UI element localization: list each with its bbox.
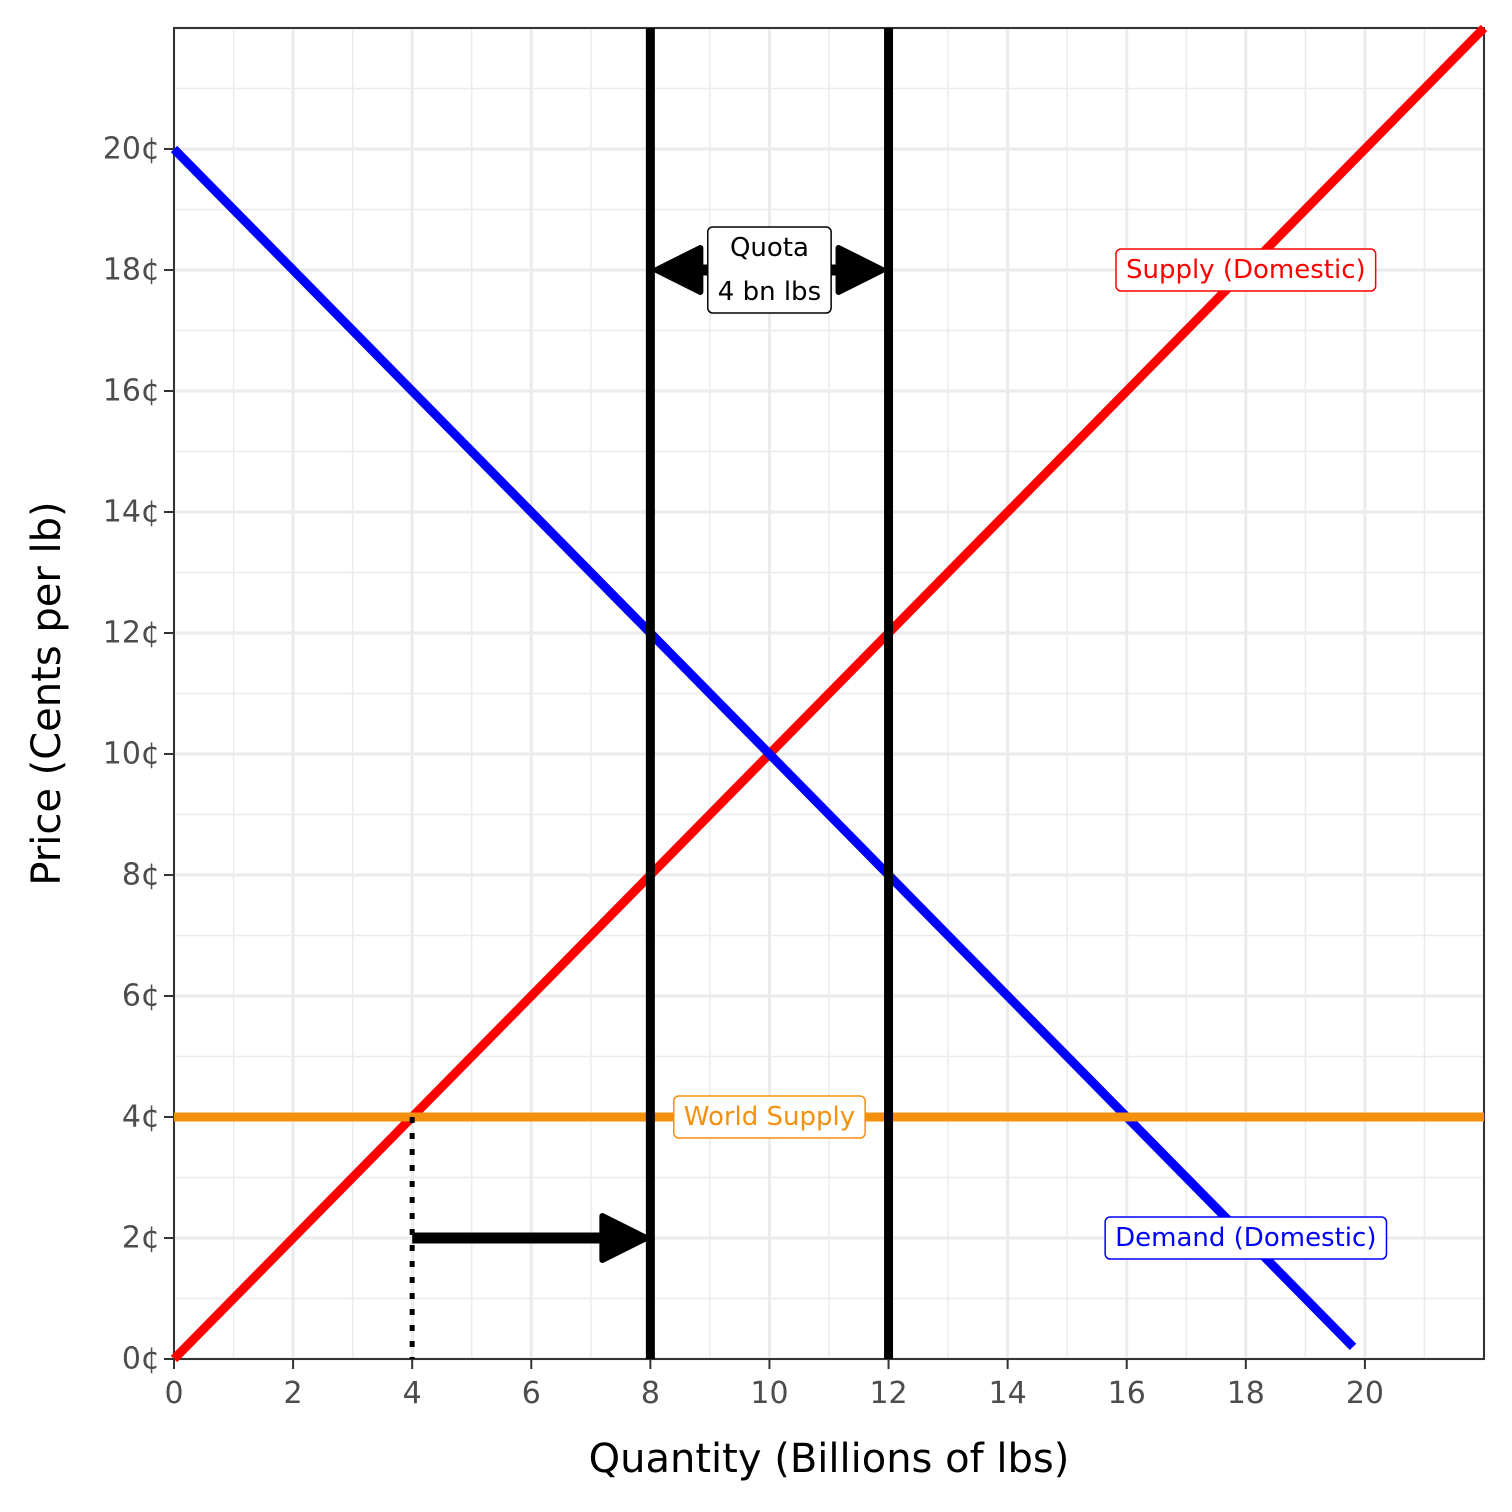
annotation-box bbox=[1115, 248, 1377, 292]
axes: 0 2 4 6 8 10 12 14 16 18 20 0¢ 2¢ 4¢ 6¢ 8¢ 10¢ 12¢ 14¢ 16¢ 1… bbox=[103, 132, 1384, 1412]
import-shift-arrowhead bbox=[599, 1213, 650, 1263]
annotation-label-1: Demand (Domestic) bbox=[1104, 1216, 1388, 1260]
annotation-text: 4 bn lbs bbox=[718, 277, 821, 307]
y-tick-label: 4¢ bbox=[122, 1100, 160, 1135]
x-tick-label: 14 bbox=[989, 1376, 1027, 1411]
x-tick-label: 2 bbox=[284, 1376, 303, 1411]
quota-arrowhead-right bbox=[835, 245, 886, 295]
x-axis-title: Quantity (Billions of lbs) bbox=[589, 1436, 1070, 1482]
x-tick-label: 10 bbox=[750, 1376, 788, 1411]
y-tick-label: 6¢ bbox=[122, 979, 160, 1014]
plot-panel bbox=[173, 27, 1485, 1360]
y-tick-label: 8¢ bbox=[122, 858, 160, 893]
x-tick-label: 0 bbox=[164, 1376, 183, 1411]
annotation-text: Demand (Domestic) bbox=[1115, 1223, 1376, 1253]
y-axis-title: Price (Cents per lb) bbox=[24, 501, 70, 885]
annotation-label-0: Supply (Domestic) bbox=[1115, 248, 1377, 292]
annotation-text: Quota bbox=[730, 233, 809, 263]
y-tick-label: 16¢ bbox=[103, 374, 160, 409]
annotations: Supply (Domestic) Demand (Domestic) World … bbox=[673, 226, 1388, 1260]
x-tick-label: 6 bbox=[522, 1376, 541, 1411]
quota-arrowhead-left bbox=[653, 245, 704, 295]
x-tick-label: 8 bbox=[641, 1376, 660, 1411]
x-tick-label: 18 bbox=[1227, 1376, 1265, 1411]
x-tick-label: 4 bbox=[403, 1376, 422, 1411]
x-tick-label: 20 bbox=[1346, 1376, 1384, 1411]
series-line-1 bbox=[170, 145, 1357, 1351]
annotation-box bbox=[673, 1095, 866, 1139]
annotation-label-3: Quota 4 bn lbs bbox=[707, 226, 832, 314]
x-tick-label: 12 bbox=[869, 1376, 907, 1411]
annotation-label-2: World Supply bbox=[673, 1095, 866, 1139]
annotation-box bbox=[1104, 1216, 1388, 1260]
y-tick-label: 18¢ bbox=[103, 253, 160, 288]
y-tick-label: 12¢ bbox=[103, 616, 160, 651]
annotation-text: World Supply bbox=[684, 1102, 855, 1132]
annotation-text: Supply (Domestic) bbox=[1126, 255, 1366, 285]
y-tick-label: 10¢ bbox=[103, 737, 160, 772]
y-tick-label: 2¢ bbox=[122, 1221, 160, 1256]
x-tick-label: 16 bbox=[1108, 1376, 1146, 1411]
y-tick-label: 20¢ bbox=[103, 132, 160, 167]
y-tick-label: 14¢ bbox=[103, 495, 160, 530]
y-tick-label: 0¢ bbox=[122, 1342, 160, 1377]
annotation-box bbox=[707, 226, 832, 314]
